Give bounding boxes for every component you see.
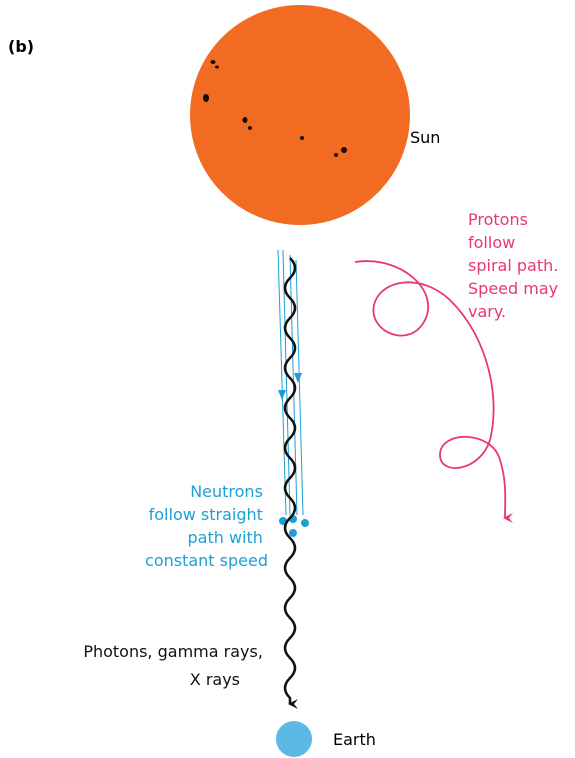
earth-label: Earth: [333, 730, 376, 749]
diagram: (b) Sun Protons follow spiral path. Spee…: [0, 0, 575, 758]
neutron-dots: [279, 515, 309, 537]
neutron-paths: [278, 250, 303, 515]
proton-path: [355, 261, 505, 518]
panel-label: (b): [8, 37, 34, 56]
earth: [276, 721, 312, 757]
sun-label: Sun: [410, 128, 440, 147]
photon-path: [285, 258, 295, 704]
neutrons-label: Neutrons follow straight path with const…: [145, 482, 268, 570]
protons-label: Protons follow spiral path. Speed may va…: [468, 210, 563, 321]
sun: [190, 5, 410, 225]
photons-label: Photons, gamma rays, X rays: [83, 642, 268, 689]
